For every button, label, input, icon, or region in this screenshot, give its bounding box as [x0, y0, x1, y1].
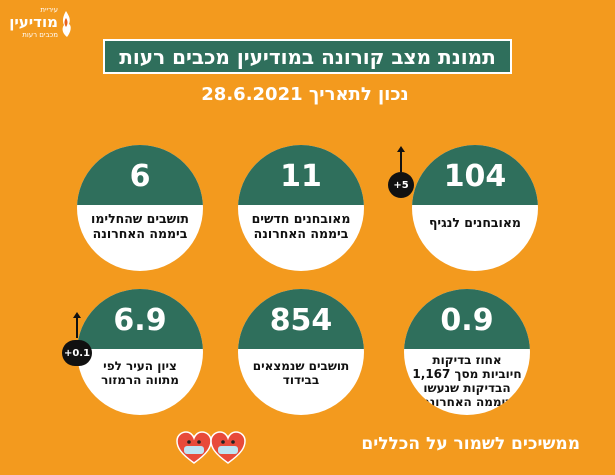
card-value: 854: [269, 303, 333, 338]
arrow-up-icon: [73, 312, 81, 338]
logo-flame-icon: [62, 11, 71, 37]
card-positive-tests: 0.9 אחוז בדיקות חיוביות מסך 1,167 הבדיקו…: [404, 289, 530, 415]
city-logo: עיריית מודיעין מכבים רעות: [4, 4, 72, 44]
card-value: 104: [443, 159, 507, 194]
card-label: מאובחנים לנגיף: [429, 215, 521, 230]
card-label: תושבים שהחלימו ביממה האחרונה: [91, 211, 189, 241]
hearts-with-masks-icon: [176, 431, 246, 464]
change-badge: +0.1: [62, 340, 92, 366]
card-label: מאובחנים חדשים ביממה האחרונה: [251, 211, 351, 241]
card-traffic-light-score: 6.9 ציון העיר לפי מתווה הרמזור: [77, 289, 203, 415]
card-recovered: 6 תושבים שהחלימו ביממה האחרונה: [77, 145, 203, 271]
footer-message: ממשיכים לשמור על הכללים: [361, 434, 580, 454]
date-line: נכון לתאריך 28.6.2021: [201, 84, 409, 105]
page-title: תמונת מצב קורונה במודיעין מכבים רעות: [103, 39, 512, 74]
logo-top-text: עיריית: [40, 6, 58, 14]
card-value: 11: [280, 159, 322, 194]
card-label: תושבים שנמצאים בבידוד: [252, 359, 350, 387]
card-diagnosed: 104 מאובחנים לנגיף: [412, 145, 538, 271]
card-label: אחוז בדיקות חיוביות מסך 1,167 הבדיקות שנ…: [412, 353, 522, 409]
logo-sub-text: מכבים רעות: [22, 31, 58, 39]
change-badge: +5: [388, 172, 414, 198]
card-new-diagnosed: 11 מאובחנים חדשים ביממה האחרונה: [238, 145, 364, 271]
card-value: 0.9: [440, 303, 494, 338]
card-value: 6: [129, 159, 151, 194]
card-isolation: 854 תושבים שנמצאים בבידוד: [238, 289, 364, 415]
logo-main-text: מודיעין: [9, 13, 58, 31]
card-value: 6.9: [113, 303, 167, 338]
card-label: ציון העיר לפי מתווה הרמזור: [101, 359, 179, 387]
arrow-up-icon: [397, 146, 405, 172]
